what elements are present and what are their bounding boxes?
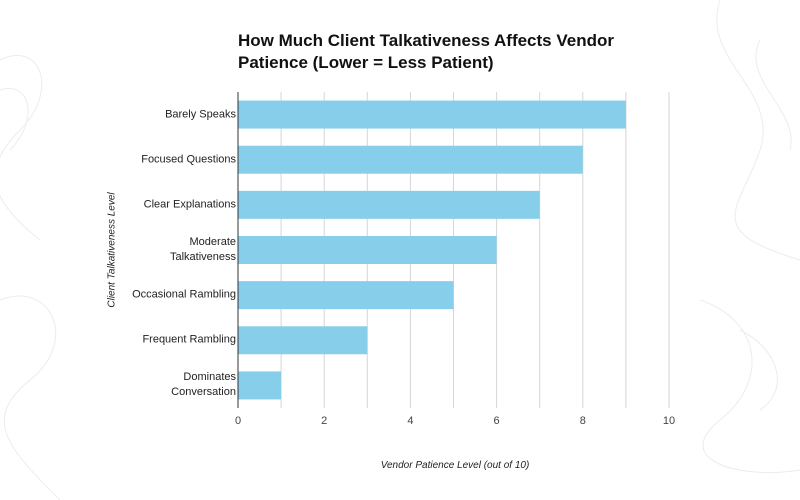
chart-title: How Much Client Talkativeness Affects Ve… [238, 31, 614, 72]
category-label: Occasional Rambling [132, 288, 236, 301]
x-tick-label: 0 [234, 415, 242, 427]
category-label: Dominates Conversation [171, 371, 236, 399]
bar [238, 281, 454, 310]
bar [238, 100, 626, 129]
category-label: Clear Explanations [143, 198, 236, 211]
category-label: Frequent Rambling [142, 333, 236, 346]
x-axis-label: Vendor Patience Level (out of 10) [380, 460, 530, 471]
category-label: Focused Questions [141, 153, 236, 166]
x-tick-label: 8 [579, 415, 586, 427]
bar [238, 371, 282, 400]
x-tick-label: 10 [662, 415, 676, 427]
bar [238, 145, 583, 174]
x-tick-label: 6 [493, 415, 500, 427]
bar [238, 326, 368, 355]
x-tick-label: 2 [321, 415, 328, 427]
category-label: Barely Speaks [165, 108, 236, 121]
x-tick-label: 4 [407, 415, 414, 427]
bar [238, 190, 540, 219]
bar [238, 236, 497, 264]
category-label: Moderate Talkativeness [169, 236, 236, 263]
